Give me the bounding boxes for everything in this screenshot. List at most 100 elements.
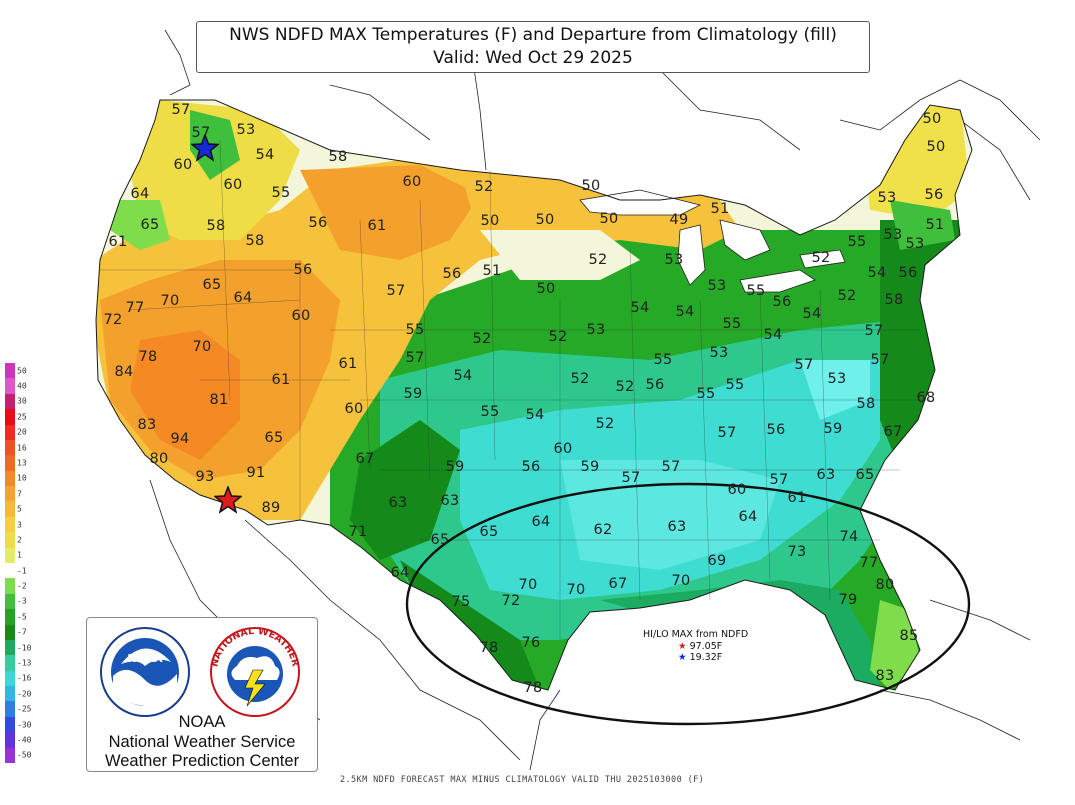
map-title-box: NWS NDFD MAX Temperatures (F) and Depart… [196,21,870,73]
colorbar-label: -10 [17,643,32,653]
temperature-label: 52 [588,252,608,268]
colorbar-cell [5,655,15,672]
agency-logos: NOAA NATIONAL WEATHER SERVICE [87,622,301,717]
colorbar-label: 13 [17,458,27,468]
temperature-label: 54 [867,265,887,281]
temperature-label: 65 [855,467,875,483]
temperature-label: 56 [924,187,944,203]
temperature-label: 91 [246,465,266,481]
temperature-label: 60 [223,177,243,193]
temperature-label: 53 [707,278,727,294]
colorbar-label: -40 [17,735,32,745]
temperature-label: 55 [746,283,766,299]
temperature-label: 61 [108,234,128,250]
colorbar-cell [5,732,15,749]
colorbar-cell [5,563,15,579]
temperature-label: 79 [838,592,858,608]
temperature-label: 70 [160,293,180,309]
hilo-low: ★ 19.32F [678,652,722,663]
temperature-label: 58 [328,149,348,165]
temperature-label: 70 [192,339,212,355]
temperature-label: 77 [859,555,879,571]
colorbar-cell [5,624,15,641]
colorbar-label: -3 [17,596,27,606]
temperature-label: 58 [856,396,876,412]
temperature-label: 53 [877,190,897,206]
temperature-label: 64 [390,565,410,581]
colorbar-label: -30 [17,720,32,730]
temperature-label: 81 [209,392,229,408]
colorbar-cell [5,716,15,733]
temperature-label: 53 [236,122,256,138]
temperature-label: 52 [615,379,635,395]
colorbar-cell [5,747,15,764]
temperature-label: 83 [875,668,895,684]
colorbar-cell [5,609,15,626]
colorbar-label: 5 [17,504,22,514]
colorbar-cell [5,578,15,595]
colorbar-cell [5,516,15,533]
temperature-label: 55 [725,377,745,393]
temperature-label: 70 [671,573,691,589]
temperature-label: 54 [453,368,473,384]
temperature-label: 62 [593,522,613,538]
temperature-label: 56 [898,265,918,281]
temperature-label: 59 [403,386,423,402]
colorbar-label: -25 [17,704,32,714]
temperature-label: 75 [451,594,471,610]
temperature-label: 84 [114,364,134,380]
temperature-label: 89 [261,500,281,516]
wpc-label: Weather Prediction Center [104,752,300,770]
colorbar-label: -13 [17,658,32,668]
temperature-label: 80 [875,577,895,593]
temperature-label: 78 [138,349,158,365]
temperature-label: 54 [630,300,650,316]
temperature-label: 50 [599,211,619,227]
temperature-label: 73 [787,544,807,560]
temperature-label: 52 [570,371,590,387]
colorbar-label: 50 [17,366,27,376]
colorbar-label: -5 [17,612,27,622]
hilo-high: ★ 97.05F [678,641,722,652]
temperature-label: 59 [445,459,465,475]
noaa-logo-box: NOAA NATIONAL WEATHER SERVICE NOAA Natio… [86,617,318,772]
temperature-label: 50 [581,178,601,194]
temperature-label: 52 [548,329,568,345]
temperature-label: 57 [621,470,641,486]
temperature-label: 53 [709,345,729,361]
temperature-label: 64 [130,186,150,202]
colorbar-cell [5,670,15,687]
state-lines [100,139,930,640]
temperature-label: 60 [344,401,364,417]
colorbar-cell [5,424,15,441]
temperature-label: 55 [480,404,500,420]
temperature-label: 61 [271,372,291,388]
colorbar-cell [5,593,15,610]
temperature-label: 50 [480,213,500,229]
colorbar-label: 3 [17,520,22,530]
colorbar-cell [5,470,15,487]
temperature-label: 53 [664,252,684,268]
temperature-label: 76 [521,635,541,651]
nws-label: National Weather Service [108,733,296,751]
temperature-label: 58 [245,233,265,249]
temperature-label: 93 [195,469,215,485]
temperature-label: 56 [293,262,313,278]
colorbar-label: 25 [17,412,27,422]
hilo-low-star-icon: ★ [678,652,687,663]
temperature-label: 77 [125,300,145,316]
map-title: NWS NDFD MAX Temperatures (F) and Depart… [229,25,837,45]
temperature-label: 63 [388,495,408,511]
colorbar-label: -16 [17,673,32,683]
temperature-label: 64 [233,290,253,306]
temperature-label: 55 [722,316,742,332]
temperature-label: 74 [839,529,859,545]
temperature-label: 55 [696,386,716,402]
colorbar-label: 7 [17,489,22,499]
temperature-label: 72 [103,312,123,328]
temperature-label: 54 [255,147,275,163]
noaa-label: NOAA [178,713,226,731]
temperature-label: 70 [566,582,586,598]
colorbar-label: 40 [17,381,27,391]
temperature-label: 61 [338,356,358,372]
